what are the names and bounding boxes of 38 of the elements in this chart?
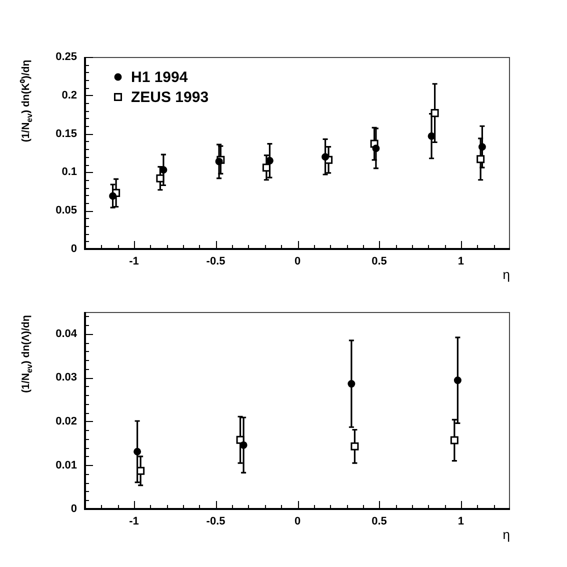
x-tick-label: -0.5 xyxy=(206,516,226,528)
x-axis-title: η xyxy=(502,266,510,282)
x-axis-title: η xyxy=(502,526,510,542)
x-tick-label: 0 xyxy=(294,516,301,528)
point xyxy=(430,109,439,118)
point xyxy=(476,155,485,164)
point xyxy=(454,376,462,384)
y-tick-label: 0.01 xyxy=(56,459,77,472)
x-tick-label: 0.5 xyxy=(372,256,387,268)
x-tick-label: -1 xyxy=(129,256,139,268)
point xyxy=(134,448,142,456)
point xyxy=(156,174,164,182)
point xyxy=(478,143,486,151)
point xyxy=(109,192,117,200)
y-tick-label: 0.2 xyxy=(62,89,77,102)
y-tick-label: 0.02 xyxy=(56,415,77,428)
point xyxy=(350,442,359,450)
x-tick-label: 1 xyxy=(458,516,464,528)
legend-label: H1 1994 xyxy=(131,69,188,86)
x-tick-label: -0.5 xyxy=(206,256,226,268)
x-tick-label: -1 xyxy=(129,516,139,528)
y-tick-label: 0 xyxy=(70,503,77,516)
x-tick-label: 1 xyxy=(458,256,464,268)
point xyxy=(240,441,248,449)
point xyxy=(322,153,330,161)
y-tick-label: 0.25 xyxy=(56,51,77,64)
y-tick-label: 0 xyxy=(70,243,77,256)
y-tick-label: 0.03 xyxy=(56,372,77,384)
legend-label: ZEUS 1993 xyxy=(131,89,209,106)
point xyxy=(450,436,458,444)
point xyxy=(372,144,380,152)
x-tick-label: 0.5 xyxy=(372,516,387,528)
point xyxy=(348,380,356,388)
y-tick-label: 0.05 xyxy=(56,204,77,217)
x-tick-label: 0 xyxy=(294,256,301,268)
y-tick-label: 0.1 xyxy=(62,166,77,178)
y-tick-label: 0.04 xyxy=(56,328,78,340)
y-tick-label: 0.15 xyxy=(56,128,77,140)
